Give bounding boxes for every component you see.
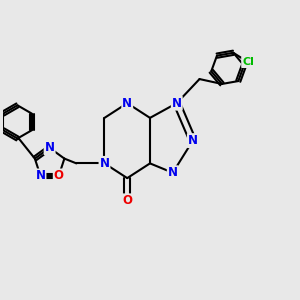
Text: N: N [45,141,55,154]
Text: O: O [54,169,64,182]
Text: N: N [188,134,198,147]
Text: N: N [100,157,110,170]
Text: N: N [172,97,182,110]
Text: N: N [168,166,178,179]
Text: Cl: Cl [242,57,254,67]
Text: N: N [35,169,46,182]
Text: N: N [122,97,132,110]
Text: O: O [122,194,132,207]
